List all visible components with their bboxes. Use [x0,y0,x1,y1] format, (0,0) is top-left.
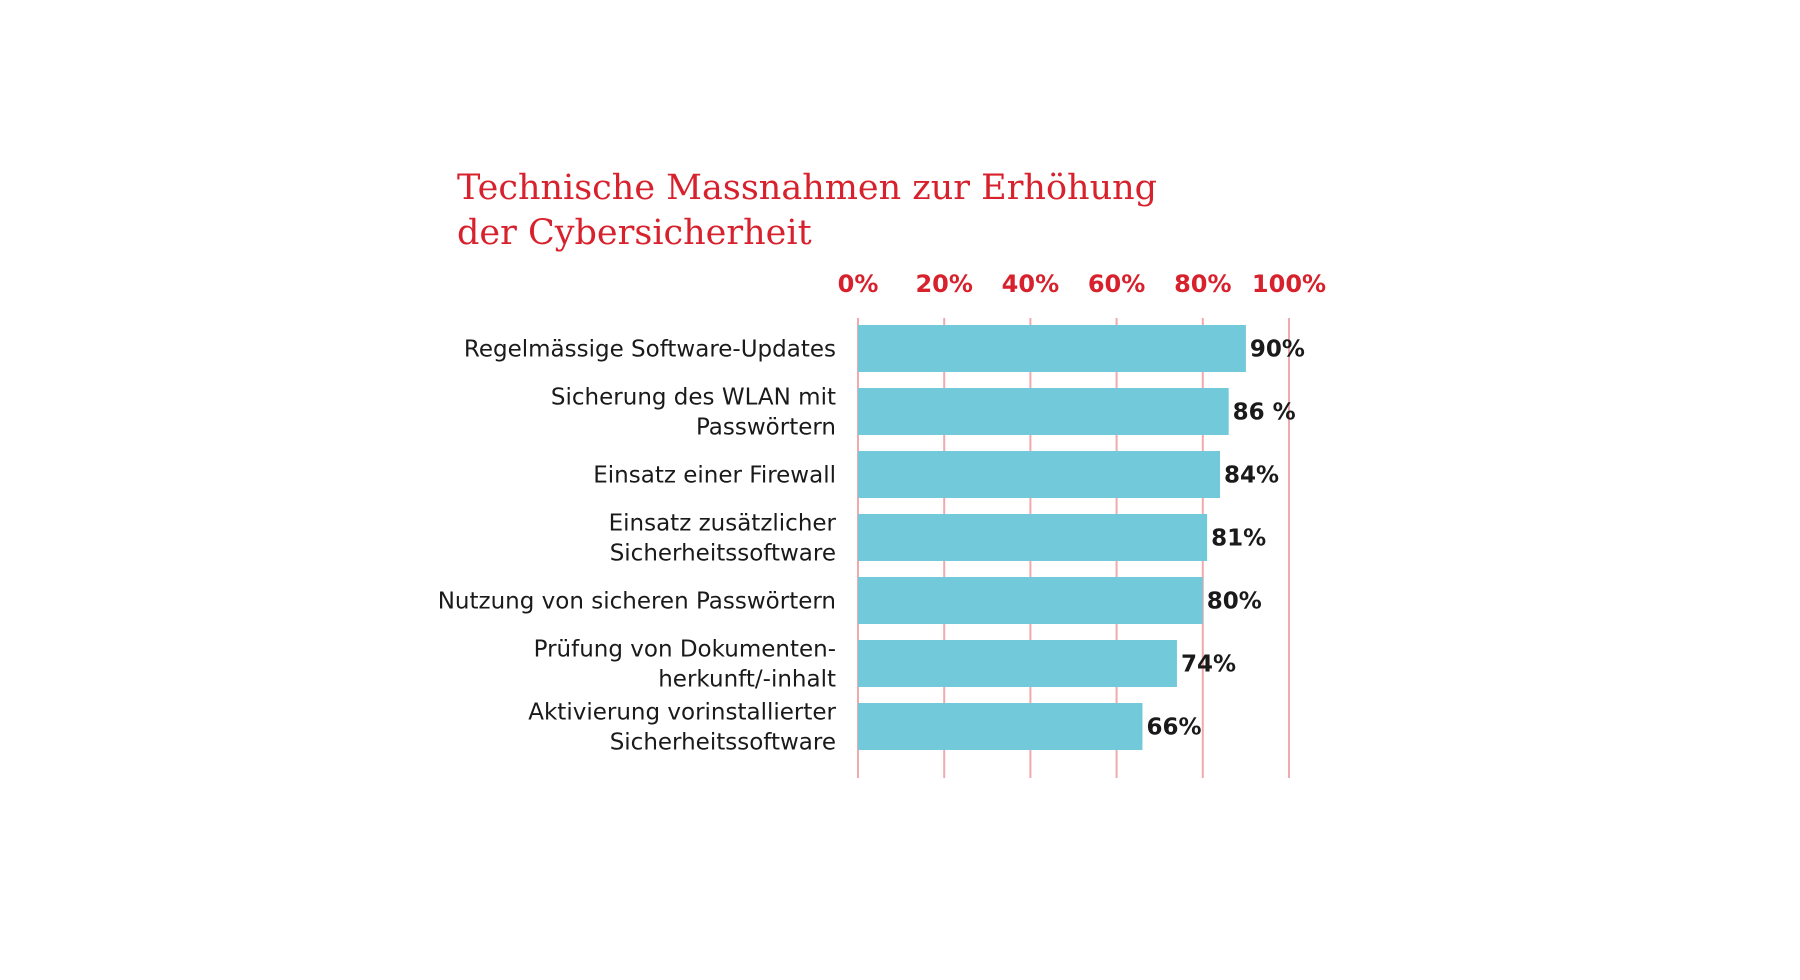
category-label-3-line-1: Sicherheitssoftware [610,541,836,567]
bar-2 [858,451,1221,498]
category-label-6-line-1: Sicherheitssoftware [610,730,836,756]
category-label-1-line-0: Sicherung des WLAN mit [551,385,836,411]
tick-label-100: 100% [1252,270,1326,298]
category-label-4: Nutzung von sicheren Passwörtern [438,589,836,615]
category-label-1-line-1: Passwörtern [696,415,836,441]
category-label-3-line-0: Einsatz zusätzlicher [609,511,837,537]
value-label-4: 80% [1207,589,1262,615]
category-label-0: Regelmässige Software-Updates [464,337,836,363]
value-label-0: 90% [1250,337,1305,363]
bars [858,325,1246,750]
category-label-5-line-0: Prüfung von Dokumenten- [534,637,836,663]
bar-6 [858,703,1143,750]
value-label-6: 66% [1146,715,1201,741]
category-label-2: Einsatz einer Firewall [593,463,836,489]
chart-title-line-1: Technische Massnahmen zur Erhöhung [457,168,1158,208]
tick-label-80: 80% [1174,270,1231,298]
category-label-6-line-0: Aktivierung vorinstallierter [528,700,836,726]
tick-label-20: 20% [915,270,972,298]
x-axis-ticks: 0% 20% 40% 60% 80% 100% [838,270,1326,298]
value-label-2: 84% [1224,463,1279,489]
tick-label-40: 40% [1002,270,1059,298]
tick-label-0: 0% [838,270,879,298]
bar-0 [858,325,1246,372]
bar-1 [858,388,1229,435]
bar-3 [858,514,1208,561]
chart-title: Technische Massnahmen zur Erhöhung der C… [457,166,1217,256]
bar-4 [858,577,1203,624]
value-label-5: 74% [1181,652,1236,678]
category-label-5-line-1: herkunft/-inhalt [658,667,836,693]
category-labels: Regelmässige Software-Updates Sicherung d… [438,337,837,756]
value-label-3: 81% [1211,526,1266,552]
tick-label-60: 60% [1088,270,1145,298]
value-label-1: 86 % [1233,400,1296,426]
chart-title-line-2: der Cybersicherheit [457,213,812,253]
bar-5 [858,640,1177,687]
value-labels: 90% 86 % 84% 81% 80% 74% 66% [1146,337,1305,741]
